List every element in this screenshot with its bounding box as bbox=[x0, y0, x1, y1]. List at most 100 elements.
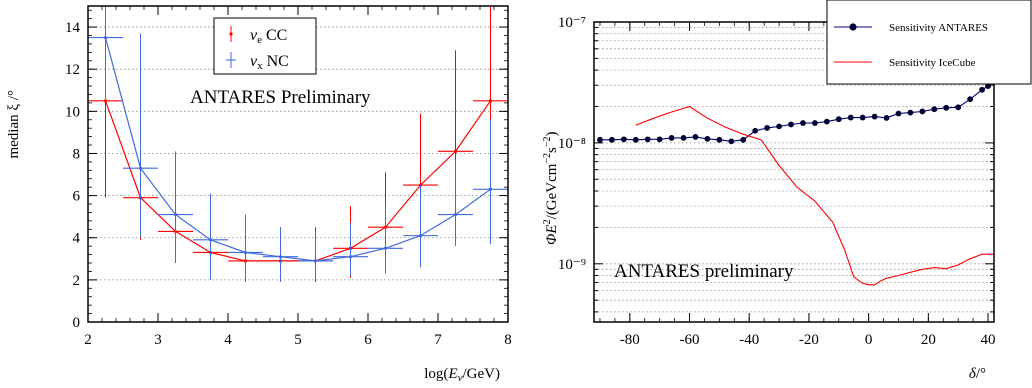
data-point bbox=[859, 114, 866, 121]
y-axis-title: ΦE2/(GeVcm−2s−2) bbox=[542, 131, 560, 245]
data-point bbox=[668, 134, 675, 141]
y-tick-label: 0 bbox=[73, 315, 81, 331]
data-point bbox=[979, 86, 985, 93]
x-tick-label: -80 bbox=[620, 332, 640, 348]
x-axis-title: δ/° bbox=[969, 366, 986, 382]
data-point bbox=[883, 114, 890, 121]
data-point bbox=[943, 104, 950, 111]
data-point bbox=[776, 123, 782, 130]
series-line bbox=[104, 37, 491, 262]
data-point bbox=[597, 136, 603, 143]
data-point bbox=[488, 99, 493, 103]
x-tick-label: 40 bbox=[981, 332, 996, 348]
legend-label-nux-nc: νx NC bbox=[250, 53, 289, 72]
data-point bbox=[173, 212, 178, 217]
data-point bbox=[692, 134, 699, 140]
y-axis-title: median ξ /° bbox=[6, 90, 22, 159]
data-point bbox=[740, 136, 747, 143]
data-point bbox=[103, 36, 108, 40]
x-axis-title: log(Eν/GeV) bbox=[424, 366, 500, 384]
x-tick-label: -40 bbox=[739, 332, 759, 348]
series-clip-group bbox=[88, 6, 508, 282]
data-point bbox=[871, 113, 878, 120]
legend-label-icecube: Sensitivity IceCube bbox=[889, 57, 976, 69]
data-point bbox=[716, 136, 723, 143]
data-point bbox=[488, 187, 493, 191]
y-tick-label: 10 bbox=[65, 104, 80, 120]
data-point bbox=[680, 134, 687, 141]
legend-marker-antares bbox=[849, 23, 857, 31]
data-point bbox=[800, 120, 806, 126]
series-0 bbox=[597, 83, 991, 145]
legend-entry-antares: Sensitivity ANTARES bbox=[834, 22, 988, 34]
y-tick-label: 14 bbox=[65, 20, 81, 36]
y-tick-label: 6 bbox=[73, 189, 81, 205]
data-point bbox=[752, 127, 759, 134]
series-layer bbox=[88, 6, 508, 282]
data-point bbox=[383, 246, 388, 250]
x-tick-label: 0 bbox=[865, 332, 873, 348]
data-point bbox=[313, 259, 318, 263]
data-point bbox=[656, 136, 663, 143]
y-tick-label: 10⁻⁹ bbox=[558, 257, 586, 273]
legend: νe CC νx NC bbox=[213, 17, 317, 75]
data-point bbox=[138, 166, 143, 170]
data-point bbox=[278, 255, 283, 259]
data-point bbox=[985, 83, 991, 89]
series-1 bbox=[635, 105, 994, 286]
y-tick-label: 10⁻⁷ bbox=[558, 15, 586, 31]
y-tick-label: 2 bbox=[73, 273, 81, 289]
data-point bbox=[453, 149, 458, 153]
series-1 bbox=[88, 6, 508, 282]
x-tick-label: 7 bbox=[434, 332, 442, 348]
series-line bbox=[600, 85, 989, 142]
series-line bbox=[104, 100, 491, 262]
data-point bbox=[453, 212, 458, 217]
data-point bbox=[967, 96, 974, 103]
data-point bbox=[620, 136, 627, 143]
data-point bbox=[243, 250, 248, 255]
legend-label-antares: Sensitivity ANTARES bbox=[889, 22, 988, 34]
x-tick-label: -60 bbox=[680, 332, 700, 348]
data-point bbox=[931, 106, 938, 113]
x-tick-label: 5 bbox=[294, 332, 302, 348]
data-point bbox=[208, 238, 213, 242]
data-point bbox=[418, 234, 423, 238]
x-tick-label: 20 bbox=[921, 332, 936, 348]
data-point bbox=[895, 110, 902, 117]
y-tick-label: 8 bbox=[73, 146, 81, 162]
data-point bbox=[728, 138, 735, 145]
y-tick-label: 4 bbox=[73, 231, 81, 247]
y-tick-label: 12 bbox=[65, 62, 80, 78]
legend-entry-icecube: Sensitivity IceCube bbox=[834, 57, 976, 69]
data-point bbox=[609, 136, 615, 143]
series-layer bbox=[597, 83, 994, 286]
x-tick-label: 8 bbox=[504, 332, 512, 348]
annotation-preliminary: ANTARES preliminary bbox=[614, 261, 794, 282]
x-tick-label: 6 bbox=[364, 332, 372, 348]
data-point bbox=[764, 125, 771, 131]
data-point bbox=[644, 136, 651, 143]
legend-entry-nux-nc: νx NC bbox=[226, 52, 289, 72]
legend-label-nue-cc: νe CC bbox=[250, 27, 287, 46]
data-point bbox=[955, 104, 962, 111]
x-tick-label: 3 bbox=[154, 332, 162, 348]
series-line bbox=[635, 105, 994, 286]
legend-marker-red bbox=[229, 32, 233, 36]
data-point bbox=[418, 183, 423, 187]
data-point bbox=[907, 109, 914, 116]
data-point bbox=[823, 118, 830, 125]
data-point bbox=[704, 135, 711, 142]
data-point bbox=[788, 121, 794, 128]
x-tick-label: -20 bbox=[799, 332, 819, 348]
sensitivity-chart: 10⁻⁹ 10⁻⁸ 10⁻⁷ -80 -60 -40 -20 0 20 40 ΦE2/(GeVcm… bbox=[542, 0, 1032, 382]
data-point bbox=[811, 120, 818, 126]
x-tick-label: 4 bbox=[224, 332, 232, 348]
legend-entry-nue-cc: νe CC bbox=[229, 26, 287, 46]
data-point bbox=[919, 108, 926, 115]
y-grid-lines bbox=[594, 21, 994, 313]
data-point bbox=[847, 114, 854, 121]
data-point bbox=[835, 116, 842, 123]
